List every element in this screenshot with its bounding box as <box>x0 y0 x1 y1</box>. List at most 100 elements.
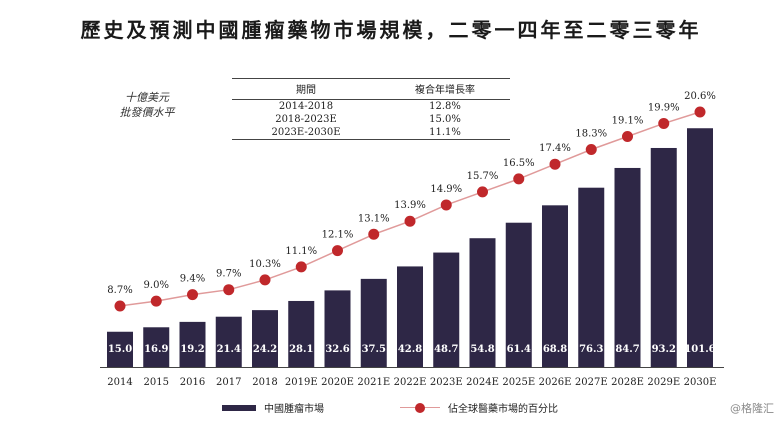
line-marker <box>694 106 706 118</box>
line-value-label: 10.3% <box>249 259 281 270</box>
line-value-label: 13.9% <box>394 200 426 211</box>
bar <box>433 252 460 367</box>
bar <box>614 167 641 367</box>
x-tick-label: 2017 <box>216 377 241 388</box>
line-marker <box>114 300 126 312</box>
bar-value-label: 68.8 <box>543 344 567 355</box>
bar-value-label: 24.2 <box>253 344 277 355</box>
cagr-rate: 12.8% <box>429 101 461 112</box>
line-value-label: 9.4% <box>180 274 205 285</box>
x-tick-label: 2019E <box>285 377 318 388</box>
cagr-table: 期間 複合年增長率 2014-2018 12.8% 2018-2023E 15.… <box>232 78 510 140</box>
legend-item-bar: 中國腫瘤市場 <box>222 400 324 415</box>
bar-value-label: 32.6 <box>325 344 349 355</box>
bar <box>143 327 170 367</box>
line-value-label: 19.1% <box>612 115 644 126</box>
x-tick-label: 2024E <box>466 377 499 388</box>
cagr-row: 2023E-2030E 11.1% <box>232 126 510 140</box>
bar-value-label: 84.7 <box>615 344 639 355</box>
cagr-rate: 15.0% <box>429 114 461 125</box>
cagr-row: 2018-2023E 15.0% <box>232 113 510 126</box>
legend-swatch-bar <box>222 404 256 411</box>
bar-value-label: 42.8 <box>398 344 422 355</box>
line-value-label: 19.9% <box>648 102 680 113</box>
line-value-label: 16.5% <box>503 158 535 169</box>
line-value-label: 17.4% <box>539 143 571 154</box>
line-value-label: 15.7% <box>467 171 499 182</box>
bar <box>505 222 532 367</box>
x-tick-label: 2022E <box>394 377 427 388</box>
line-value-label: 8.7% <box>107 285 132 296</box>
legend-label-bar: 中國腫瘤市場 <box>264 404 324 415</box>
x-tick-label: 2018 <box>252 377 277 388</box>
x-tick-label: 2021E <box>357 377 390 388</box>
bar-value-label: 48.7 <box>434 344 458 355</box>
line-marker <box>549 158 561 170</box>
bar-value-label: 21.4 <box>217 344 241 355</box>
x-tick-label: 2028E <box>611 377 644 388</box>
legend-item-line: 佔全球醫藥市場的百分比 <box>400 400 558 415</box>
cagr-row: 2014-2018 12.8% <box>232 100 510 114</box>
bar-value-label: 101.6 <box>684 344 715 355</box>
line-value-label: 12.1% <box>322 230 354 241</box>
line-marker <box>150 295 162 307</box>
unit-label-line-2: 批發價水平 <box>119 106 175 119</box>
bar <box>288 300 315 367</box>
x-tick-label: 2025E <box>502 377 535 388</box>
line-value-label: 9.7% <box>216 269 241 280</box>
bar-value-label: 37.5 <box>362 344 386 355</box>
x-tick-label: 2026E <box>539 377 572 388</box>
x-tick-label: 2027E <box>575 377 608 388</box>
x-tick-label: 2029E <box>647 377 680 388</box>
x-tick-label: 2015 <box>144 377 169 388</box>
bar <box>179 321 206 367</box>
x-tick-label: 2016 <box>180 377 205 388</box>
bar <box>650 147 677 367</box>
line-marker <box>259 274 271 286</box>
legend-swatch-line <box>400 402 440 413</box>
cagr-header-period: 期間 <box>232 78 380 100</box>
line-marker <box>658 117 670 129</box>
line-marker <box>295 261 307 273</box>
line-marker <box>223 284 235 296</box>
line-marker <box>332 245 343 257</box>
bar-value-label: 19.2 <box>180 344 204 355</box>
bar <box>360 278 387 367</box>
line-marker <box>585 144 597 156</box>
line-value-label: 14.9% <box>430 184 462 195</box>
bar <box>252 310 278 367</box>
bar-value-label: 76.3 <box>579 344 603 355</box>
bar <box>107 331 133 367</box>
legend-label-line: 佔全球醫藥市場的百分比 <box>448 404 558 415</box>
x-tick-label: 2020E <box>321 377 354 388</box>
line-marker <box>368 228 380 240</box>
bar <box>397 266 423 367</box>
bar <box>687 128 713 367</box>
line-value-label: 18.3% <box>575 129 607 140</box>
x-tick-label: 2030E <box>684 377 717 388</box>
x-tick-label: 2014 <box>107 377 132 388</box>
bar <box>542 205 568 367</box>
bar-value-label: 16.9 <box>144 344 168 355</box>
bar <box>469 238 496 367</box>
line-marker <box>187 289 198 301</box>
x-tick-label: 2023E <box>430 377 463 388</box>
chart-title: 歷史及預測中國腫瘤藥物市場規模，二零一四年至二零三零年 <box>80 18 702 42</box>
line-marker <box>513 173 525 185</box>
cagr-period: 2018-2023E <box>275 114 337 125</box>
line-value-label: 13.1% <box>358 213 390 224</box>
cagr-period: 2014-2018 <box>278 101 334 112</box>
bar-value-label: 54.8 <box>470 344 494 355</box>
bar <box>578 187 605 367</box>
line-marker <box>477 186 488 198</box>
cagr-header-rate: 複合年增長率 <box>380 78 510 100</box>
line-value-label: 20.6% <box>684 91 716 102</box>
line-value-label: 11.1% <box>285 246 317 257</box>
unit-label-line-1: 十億美元 <box>125 91 169 104</box>
bar-value-label: 61.4 <box>507 344 531 355</box>
line-marker <box>404 215 416 227</box>
watermark: @格隆汇 <box>730 402 774 415</box>
line-value-label: 9.0% <box>144 280 169 291</box>
bar-value-label: 28.1 <box>289 344 313 355</box>
